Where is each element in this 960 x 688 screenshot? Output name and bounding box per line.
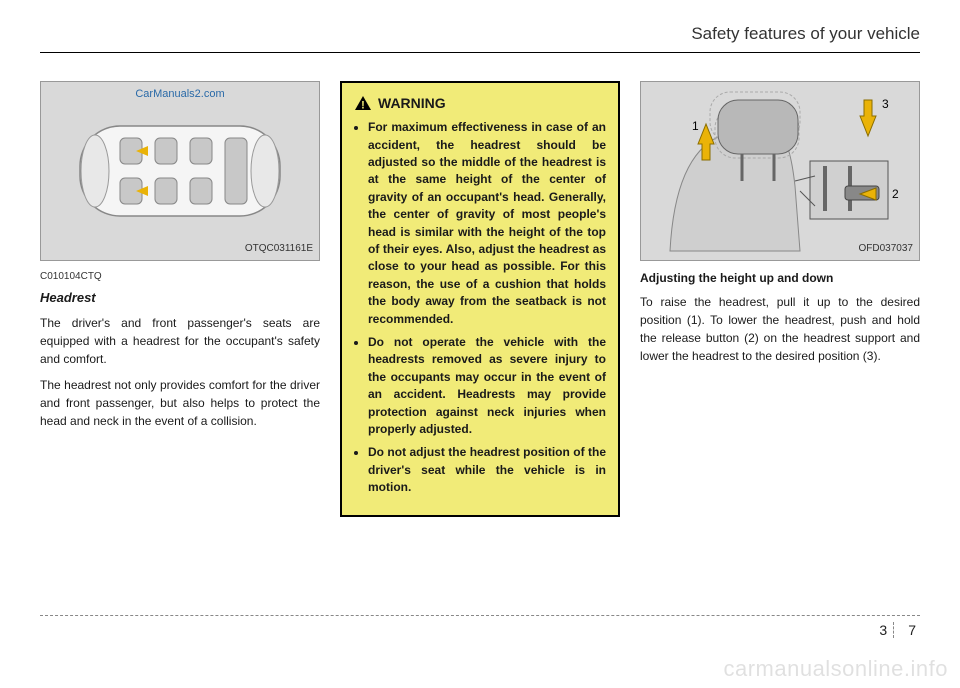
page-num: 7 (904, 622, 920, 638)
svg-text:!: ! (361, 100, 365, 112)
callout-3: 3 (882, 97, 889, 111)
paragraph: The driver's and front passenger's seats… (40, 314, 320, 368)
section-number: 3 (875, 622, 891, 638)
column-1: CarManuals2.com OTQC (40, 81, 320, 517)
section-code: C010104CTQ (40, 269, 320, 284)
page-number: 3 7 (875, 622, 920, 638)
callout-2: 2 (892, 187, 899, 201)
figure-label: OTQC031161E (245, 241, 313, 256)
vehicle-top-icon (60, 96, 300, 246)
warning-bullet: For maximum effectiveness in case of an … (368, 119, 606, 328)
watermark-bottom: carmanualsonline.info (723, 656, 948, 682)
figure-headrest-adjust: 1 3 2 OFD037037 (640, 81, 920, 261)
paragraph: The headrest not only provides comfort f… (40, 376, 320, 430)
content-columns: CarManuals2.com OTQC (40, 81, 920, 517)
page: Safety features of your vehicle CarManua… (0, 0, 960, 688)
column-3: 1 3 2 OFD037037 Adjusting the height up … (640, 81, 920, 517)
figure-watermark: CarManuals2.com (135, 86, 224, 103)
paragraph: To raise the headrest, pull it up to the… (640, 293, 920, 365)
figure-label: OFD037037 (859, 241, 913, 256)
page-divider (893, 622, 902, 638)
header-title: Safety features of your vehicle (691, 24, 920, 43)
paragraph-title: Adjusting the height up and down (640, 269, 920, 287)
warning-title: ! WARNING (354, 93, 606, 113)
column-2: ! WARNING For maximum effectiveness in c… (340, 81, 620, 517)
warning-triangle-icon: ! (354, 95, 372, 111)
callout-1: 1 (692, 119, 699, 133)
warning-list: For maximum effectiveness in case of an … (354, 119, 606, 496)
section-subtitle: Headrest (40, 288, 320, 308)
page-footer: 3 7 (40, 615, 920, 638)
warning-bullet: Do not adjust the headrest position of t… (368, 444, 606, 496)
headrest-icon: 1 3 2 (650, 86, 910, 256)
warning-box: ! WARNING For maximum effectiveness in c… (340, 81, 620, 517)
warning-bullet: Do not operate the vehicle with the head… (368, 334, 606, 438)
figure-seats-top-view: CarManuals2.com OTQC (40, 81, 320, 261)
warning-label: WARNING (378, 93, 446, 113)
page-header: Safety features of your vehicle (40, 24, 920, 53)
